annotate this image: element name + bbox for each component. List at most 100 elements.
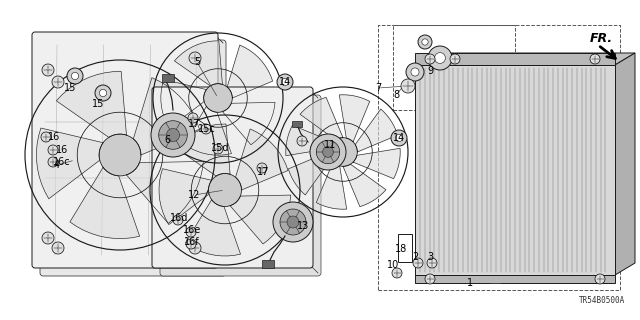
Text: FR.: FR. (590, 31, 613, 44)
Text: 15: 15 (64, 83, 76, 93)
Polygon shape (70, 167, 140, 238)
Bar (398, 234, 412, 262)
Circle shape (422, 39, 428, 45)
Circle shape (277, 74, 293, 90)
Polygon shape (615, 53, 635, 275)
Bar (292, 121, 302, 127)
Text: 16e: 16e (183, 225, 201, 235)
Circle shape (188, 113, 198, 123)
Circle shape (406, 63, 424, 81)
Text: 18: 18 (395, 244, 407, 254)
Bar (162, 74, 174, 82)
Circle shape (52, 242, 64, 254)
Circle shape (282, 78, 289, 85)
Polygon shape (175, 124, 230, 176)
Bar (415, 53, 615, 65)
Bar (415, 275, 615, 283)
Text: 8: 8 (393, 90, 399, 100)
Text: 9: 9 (427, 66, 433, 76)
Circle shape (189, 242, 201, 254)
Text: 16c: 16c (53, 157, 71, 167)
Circle shape (287, 216, 299, 228)
Polygon shape (184, 107, 232, 155)
Circle shape (186, 239, 196, 249)
Circle shape (413, 258, 423, 268)
Circle shape (310, 134, 346, 170)
Circle shape (257, 163, 267, 173)
Polygon shape (355, 109, 397, 152)
Polygon shape (127, 161, 204, 223)
Circle shape (391, 130, 407, 146)
Text: 17: 17 (188, 119, 200, 129)
Circle shape (99, 134, 141, 176)
Text: 16: 16 (48, 132, 60, 142)
Circle shape (209, 173, 241, 206)
Circle shape (41, 132, 51, 142)
Text: 2: 2 (412, 252, 418, 262)
Circle shape (186, 227, 196, 237)
Circle shape (418, 35, 432, 49)
Circle shape (173, 215, 183, 225)
Text: 12: 12 (188, 190, 200, 200)
Circle shape (42, 232, 54, 244)
Polygon shape (415, 53, 635, 65)
Circle shape (201, 124, 211, 134)
Text: 17: 17 (257, 167, 269, 177)
Polygon shape (289, 152, 331, 195)
Circle shape (595, 274, 605, 284)
Circle shape (401, 79, 415, 93)
Circle shape (204, 84, 232, 112)
Circle shape (316, 140, 340, 164)
Circle shape (428, 46, 452, 70)
Polygon shape (133, 78, 200, 155)
Text: 14: 14 (393, 133, 405, 143)
Circle shape (273, 202, 313, 242)
Polygon shape (56, 71, 127, 137)
Polygon shape (175, 41, 223, 86)
Polygon shape (36, 128, 103, 199)
Polygon shape (236, 129, 288, 190)
Circle shape (297, 136, 307, 146)
FancyBboxPatch shape (160, 95, 321, 276)
Text: 10: 10 (387, 260, 399, 270)
Circle shape (189, 52, 201, 64)
Circle shape (329, 138, 357, 166)
Polygon shape (300, 97, 343, 140)
Circle shape (72, 72, 79, 80)
Text: 6: 6 (164, 135, 170, 145)
Circle shape (450, 54, 460, 64)
Circle shape (323, 147, 333, 157)
Bar (415, 65, 615, 275)
Circle shape (159, 121, 188, 149)
Circle shape (95, 85, 111, 101)
Circle shape (435, 52, 445, 63)
Text: TR54B0500A: TR54B0500A (579, 296, 625, 305)
Bar (262, 260, 274, 268)
Polygon shape (227, 45, 273, 98)
Circle shape (48, 157, 58, 167)
Text: 5: 5 (194, 57, 200, 67)
Polygon shape (230, 195, 291, 244)
Polygon shape (339, 95, 370, 142)
Text: 1: 1 (467, 278, 473, 288)
Text: 14: 14 (279, 77, 291, 87)
Polygon shape (343, 164, 386, 207)
Polygon shape (186, 200, 241, 256)
Text: 16: 16 (56, 145, 68, 155)
Circle shape (590, 54, 600, 64)
Polygon shape (286, 125, 333, 156)
Circle shape (392, 268, 402, 278)
FancyBboxPatch shape (152, 87, 313, 268)
Circle shape (48, 145, 58, 155)
Text: 13: 13 (297, 221, 309, 231)
Circle shape (425, 54, 435, 64)
Polygon shape (161, 80, 207, 128)
Text: 11: 11 (324, 140, 336, 150)
Polygon shape (223, 102, 275, 145)
Circle shape (67, 68, 83, 84)
Circle shape (280, 209, 306, 235)
Circle shape (213, 144, 223, 154)
Text: 15d: 15d (211, 143, 229, 153)
Polygon shape (159, 169, 212, 225)
Circle shape (396, 134, 403, 141)
